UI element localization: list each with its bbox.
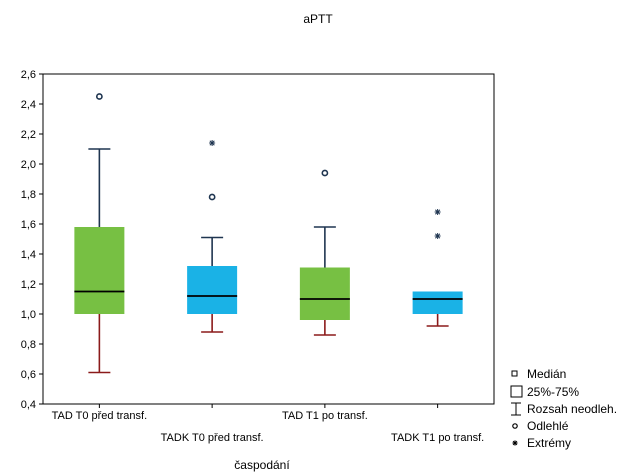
y-tick-label: 1,6	[21, 219, 36, 231]
chart-title: aPTT	[303, 12, 333, 26]
box-4	[412, 209, 463, 327]
legend-label: Odlehlé	[527, 419, 569, 433]
y-tick-label: 1,0	[21, 309, 36, 321]
y-tick-label: 2,0	[21, 159, 36, 171]
boxes-group	[74, 93, 463, 374]
y-tick-label: 0,4	[21, 399, 36, 411]
y-tick-label: 1,2	[21, 279, 36, 291]
y-tick-label: 2,6	[21, 69, 36, 81]
box-3	[299, 169, 350, 336]
y-tick-label: 2,2	[21, 129, 36, 141]
outlier-marker	[321, 169, 329, 177]
legend-outlier-symbol	[512, 423, 518, 429]
y-tick-label: 1,4	[21, 249, 36, 261]
box-1	[74, 93, 125, 374]
legend-label: 25%-75%	[527, 385, 579, 399]
extreme-marker	[434, 209, 441, 215]
plot-frame	[42, 73, 495, 405]
outlier-marker	[95, 93, 103, 100]
legend: Medián 25%-75% Rozsah neodleh. Odlehlé Extré…	[510, 367, 617, 450]
y-tick-label: 2,4	[21, 99, 36, 111]
iqr-box	[299, 267, 350, 320]
x-tick-label: TAD T0 před transf.	[52, 410, 148, 422]
y-tick-label: 0,6	[21, 369, 36, 381]
iqr-box	[74, 227, 125, 314]
y-tick-label: 1,8	[21, 189, 36, 201]
legend-box-symbol	[510, 385, 523, 398]
y-axis: 0,4 0,6 0,8 1,0 1,2 1,4 1,6 1,8 2,0 2,2 2,4 2,6	[21, 69, 43, 411]
iqr-box	[412, 291, 463, 314]
x-tick-label: TADK T1 po transf.	[391, 432, 484, 444]
extreme-marker	[434, 233, 441, 239]
x-axis: TAD T0 před transf. TADK T0 před transf. T…	[52, 404, 484, 444]
legend-label: Extrémy	[527, 436, 571, 450]
x-tick-label: TAD T1 po transf.	[282, 410, 368, 422]
legend-label: Rozsah neodleh.	[527, 402, 617, 416]
outlier-marker	[208, 193, 216, 201]
box-2	[187, 140, 238, 333]
x-tick-label: TADK T0 před transf.	[161, 432, 264, 444]
x-axis-label: časpodání	[234, 458, 290, 472]
iqr-box	[187, 266, 238, 314]
legend-extreme-symbol	[512, 440, 518, 446]
y-tick-label: 0,8	[21, 339, 36, 351]
legend-label: Medián	[527, 367, 566, 381]
extreme-marker	[209, 140, 216, 146]
legend-median-symbol	[511, 370, 518, 377]
